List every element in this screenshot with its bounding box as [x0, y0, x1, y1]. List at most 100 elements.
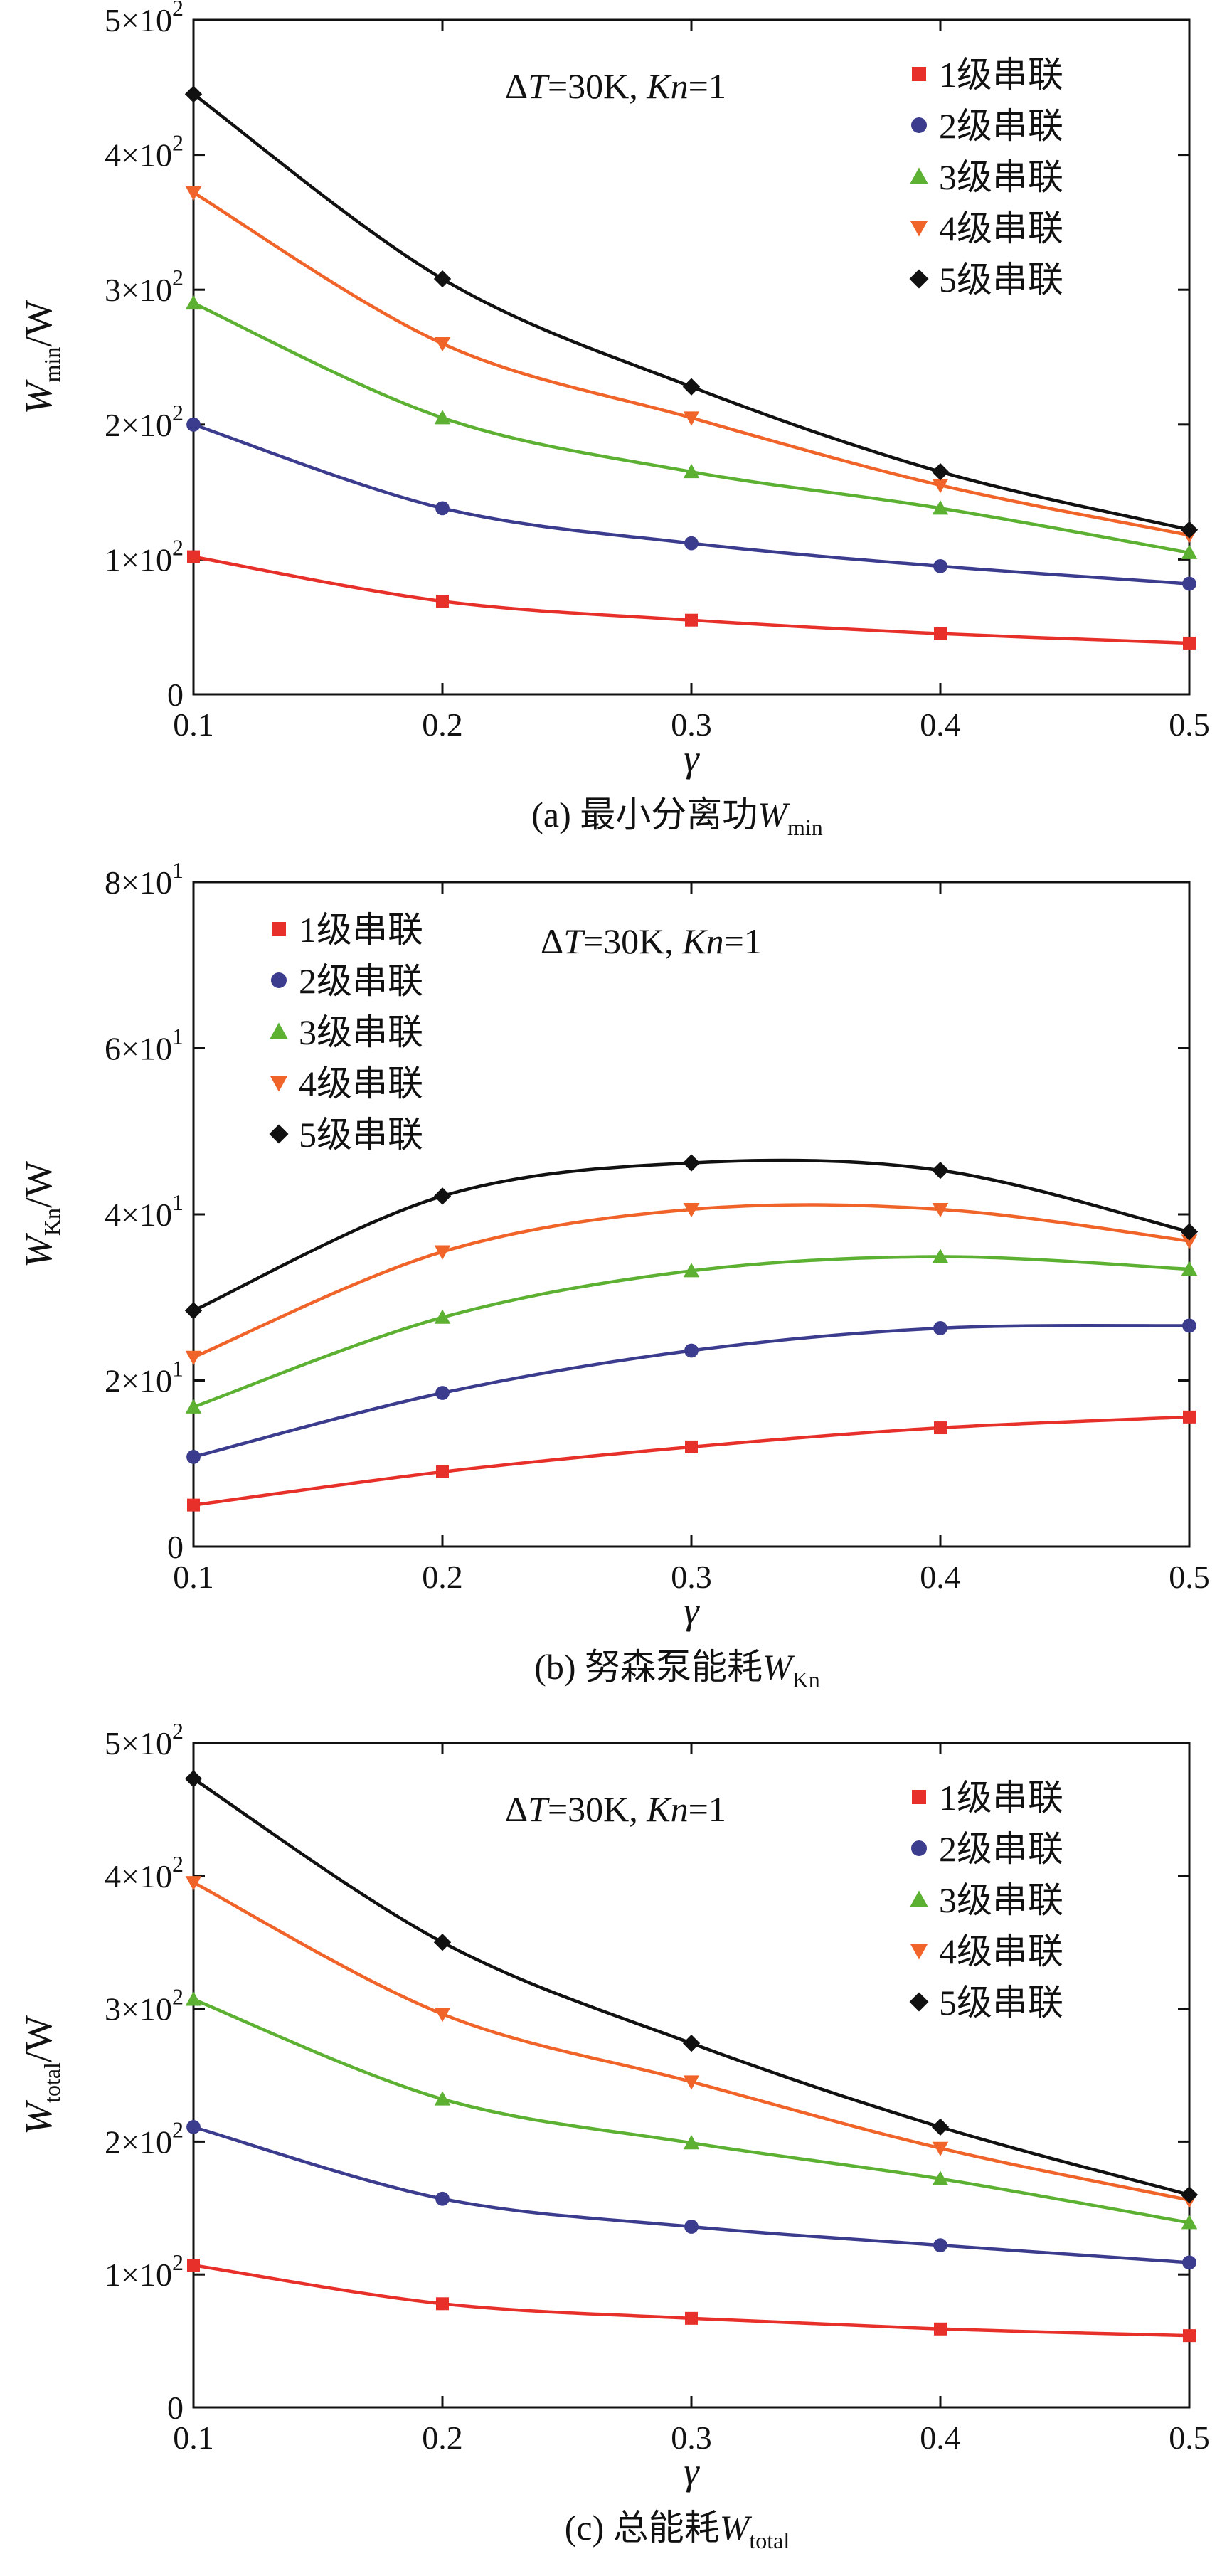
data-point-marker: [434, 1309, 451, 1324]
data-point-marker: [185, 295, 202, 310]
x-tick-label: 0.2: [422, 706, 463, 743]
y-tick-mantissa: 0: [167, 677, 184, 713]
legend-label: 3级串联: [939, 1880, 1063, 1920]
data-point-marker: [433, 270, 452, 288]
legend-marker: [911, 117, 927, 133]
y-tick-mantissa: 0: [167, 1529, 184, 1565]
series-2级串联: [186, 417, 1196, 591]
annot-kn: Kn: [681, 921, 723, 961]
data-point-marker: [433, 1934, 452, 1951]
data-point-marker: [184, 1302, 203, 1320]
x-tick-label: 0.3: [671, 1559, 712, 1595]
data-point-marker: [436, 595, 449, 608]
legend-label: 2级串联: [939, 1829, 1063, 1869]
y-tick-label: 0: [167, 677, 184, 713]
legend-label: 4级串联: [939, 1931, 1063, 1971]
y-tick-mantissa: 6×10: [105, 1031, 172, 1067]
caption-main: W: [720, 2508, 753, 2548]
caption-sub: Kn: [792, 1667, 820, 1692]
data-point-marker: [1181, 1261, 1198, 1276]
annot-kn-value: =1: [689, 1789, 726, 1829]
legend-entry: 3级串联: [910, 157, 1063, 197]
y-tick-exponent: 1: [172, 1356, 184, 1382]
x-tick-label: 0.4: [920, 1559, 961, 1595]
y-tick-exponent: 2: [172, 1851, 184, 1877]
legend-label: 2级串联: [939, 106, 1063, 146]
data-point-marker: [683, 463, 700, 479]
y-tick-label: 4×102: [105, 130, 184, 174]
annot-t: T: [563, 921, 585, 961]
series-line: [193, 1998, 1190, 2225]
y-tick-exponent: 1: [172, 857, 184, 883]
data-point-marker: [682, 1154, 701, 1172]
y-tick-label: 5×102: [105, 1718, 184, 1761]
data-point-marker: [185, 1350, 202, 1366]
y-tick-mantissa: 8×10: [105, 864, 172, 901]
legend-label: 1级串联: [939, 1778, 1063, 1818]
legend-label: 1级串联: [299, 910, 423, 950]
y-tick-label: 8×101: [105, 857, 184, 901]
data-point-marker: [436, 2297, 449, 2311]
data-point-marker: [682, 378, 701, 396]
annot-kn: Kn: [646, 1789, 688, 1829]
x-tick-label: 0.5: [1169, 706, 1210, 743]
annot-t-value: =30K,: [548, 1789, 647, 1829]
series-1级串联: [187, 1410, 1196, 1512]
data-point-marker: [683, 1202, 700, 1218]
series-1级串联: [187, 550, 1196, 650]
subplot-b: 0.1 0.2 0.3 0.4 0.502×1014×1016×1018×101γWKn…: [17, 857, 1210, 1692]
y-tick-exponent: 2: [172, 400, 184, 425]
legend-marker: [912, 67, 926, 81]
legend-marker: [910, 1944, 928, 1960]
subplot-caption: (a) 最小分离功Wmin: [531, 795, 822, 840]
y-title-sub: min: [39, 347, 65, 383]
y-tick-exponent: 2: [172, 130, 184, 156]
data-point-marker: [932, 1249, 949, 1263]
legend-entry: 5级串联: [909, 1983, 1063, 2023]
legend-entry: 4级串联: [910, 1931, 1063, 1971]
y-tick-exponent: 2: [172, 2249, 184, 2275]
y-tick-mantissa: 4×10: [105, 137, 172, 174]
y-tick-mantissa: 5×10: [105, 1725, 172, 1761]
legend-label: 3级串联: [299, 1012, 423, 1052]
y-title-unit: /W: [17, 2015, 60, 2062]
data-point-marker: [682, 2035, 701, 2052]
series-4级串联: [185, 1202, 1198, 1366]
data-point-marker: [1182, 1318, 1196, 1333]
y-tick-mantissa: 3×10: [105, 1991, 172, 2028]
data-point-marker: [1181, 544, 1198, 559]
legend-label: 5级串联: [939, 260, 1063, 300]
y-tick-mantissa: 1×10: [105, 2257, 172, 2293]
legend-entry: 2级串联: [911, 1829, 1063, 1869]
data-point-marker: [932, 1202, 949, 1218]
x-axis-title: γ: [684, 737, 700, 780]
y-tick-label: 6×101: [105, 1024, 184, 1067]
y-tick-label: 3×102: [105, 265, 184, 308]
series-line: [193, 555, 1190, 645]
data-point-marker: [185, 1399, 202, 1414]
data-point-marker: [1181, 2215, 1198, 2230]
data-point-marker: [931, 2118, 950, 2136]
data-point-marker: [434, 2091, 451, 2106]
data-point-marker: [187, 2259, 200, 2272]
legend-marker: [910, 221, 928, 237]
data-point-marker: [1180, 521, 1199, 539]
y-title-unit: /W: [17, 1161, 60, 1208]
legend-marker: [912, 1790, 926, 1804]
data-point-marker: [434, 337, 451, 352]
legend-marker: [911, 1840, 927, 1856]
condition-annotation: ΔT=30K, Kn=1: [505, 1789, 726, 1829]
legend-entry: 1级串联: [912, 55, 1063, 95]
legend-marker: [910, 1890, 928, 1907]
y-title-sub: total: [39, 2062, 65, 2103]
legend-marker: [270, 1022, 288, 1039]
data-point-marker: [1183, 2329, 1196, 2343]
caption-sub: min: [787, 815, 823, 840]
legend-entry: 1级串联: [272, 910, 423, 950]
legend: 1级串联 2级串联 3级串联 4级串联 5级串联: [909, 55, 1063, 300]
data-point-marker: [683, 2075, 700, 2090]
y-tick-label: 3×102: [105, 1984, 184, 2028]
annot-t: T: [528, 1789, 550, 1829]
subplot-c: 0.1 0.2 0.3 0.4 0.501×1022×1023×1024×1025×10…: [17, 1718, 1210, 2553]
y-tick-exponent: 1: [172, 1189, 184, 1215]
